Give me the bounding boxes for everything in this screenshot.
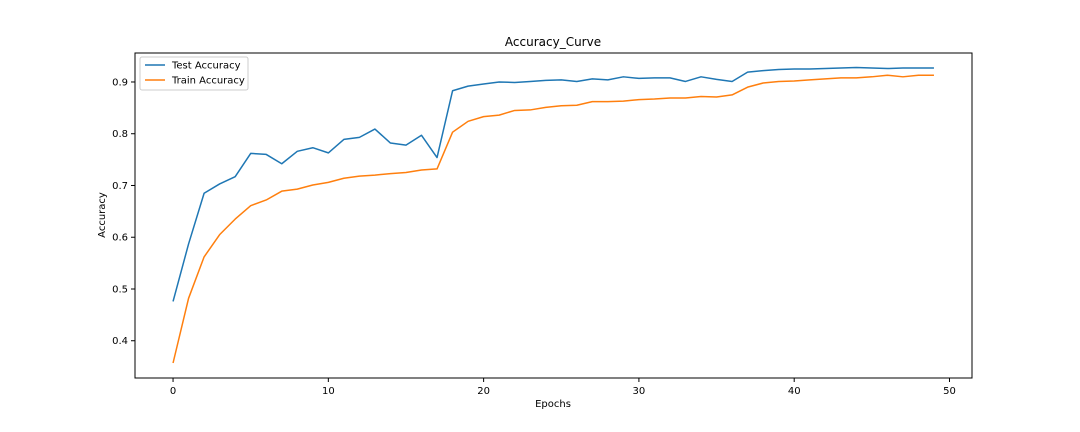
x-axis: 0 10 20 30 40 50 (170, 378, 956, 397)
x-axis-label: Epochs (535, 399, 571, 410)
y-tick-label: 0.9 (112, 77, 128, 88)
y-axis-label: Accuracy (97, 192, 108, 238)
chart-title: Accuracy_Curve (505, 35, 601, 49)
x-tick-label: 30 (633, 386, 646, 397)
y-tick-label: 0.8 (112, 129, 128, 140)
x-tick-label: 10 (322, 386, 335, 397)
legend-label-0: Test Accuracy (171, 61, 241, 72)
x-tick-label: 50 (943, 386, 956, 397)
x-tick-label: 0 (170, 386, 176, 397)
plot-frame (134, 52, 973, 379)
series-line-0 (172, 66, 934, 302)
y-tick-label: 0.4 (112, 336, 128, 347)
legend-box (139, 56, 249, 91)
legend-label-1: Train Accuracy (171, 76, 245, 87)
x-tick-label: 20 (477, 386, 490, 397)
y-tick-label: 0.7 (112, 181, 128, 192)
y-tick-label: 0.5 (112, 284, 128, 295)
y-axis: 0.4 0.5 0.6 0.7 0.8 0.9 (112, 77, 135, 347)
series-line-1 (172, 74, 934, 364)
x-tick-label: 40 (788, 386, 801, 397)
legend: Test Accuracy Train Accuracy (139, 56, 249, 91)
plot-area (172, 66, 934, 364)
y-tick-label: 0.6 (112, 233, 128, 244)
